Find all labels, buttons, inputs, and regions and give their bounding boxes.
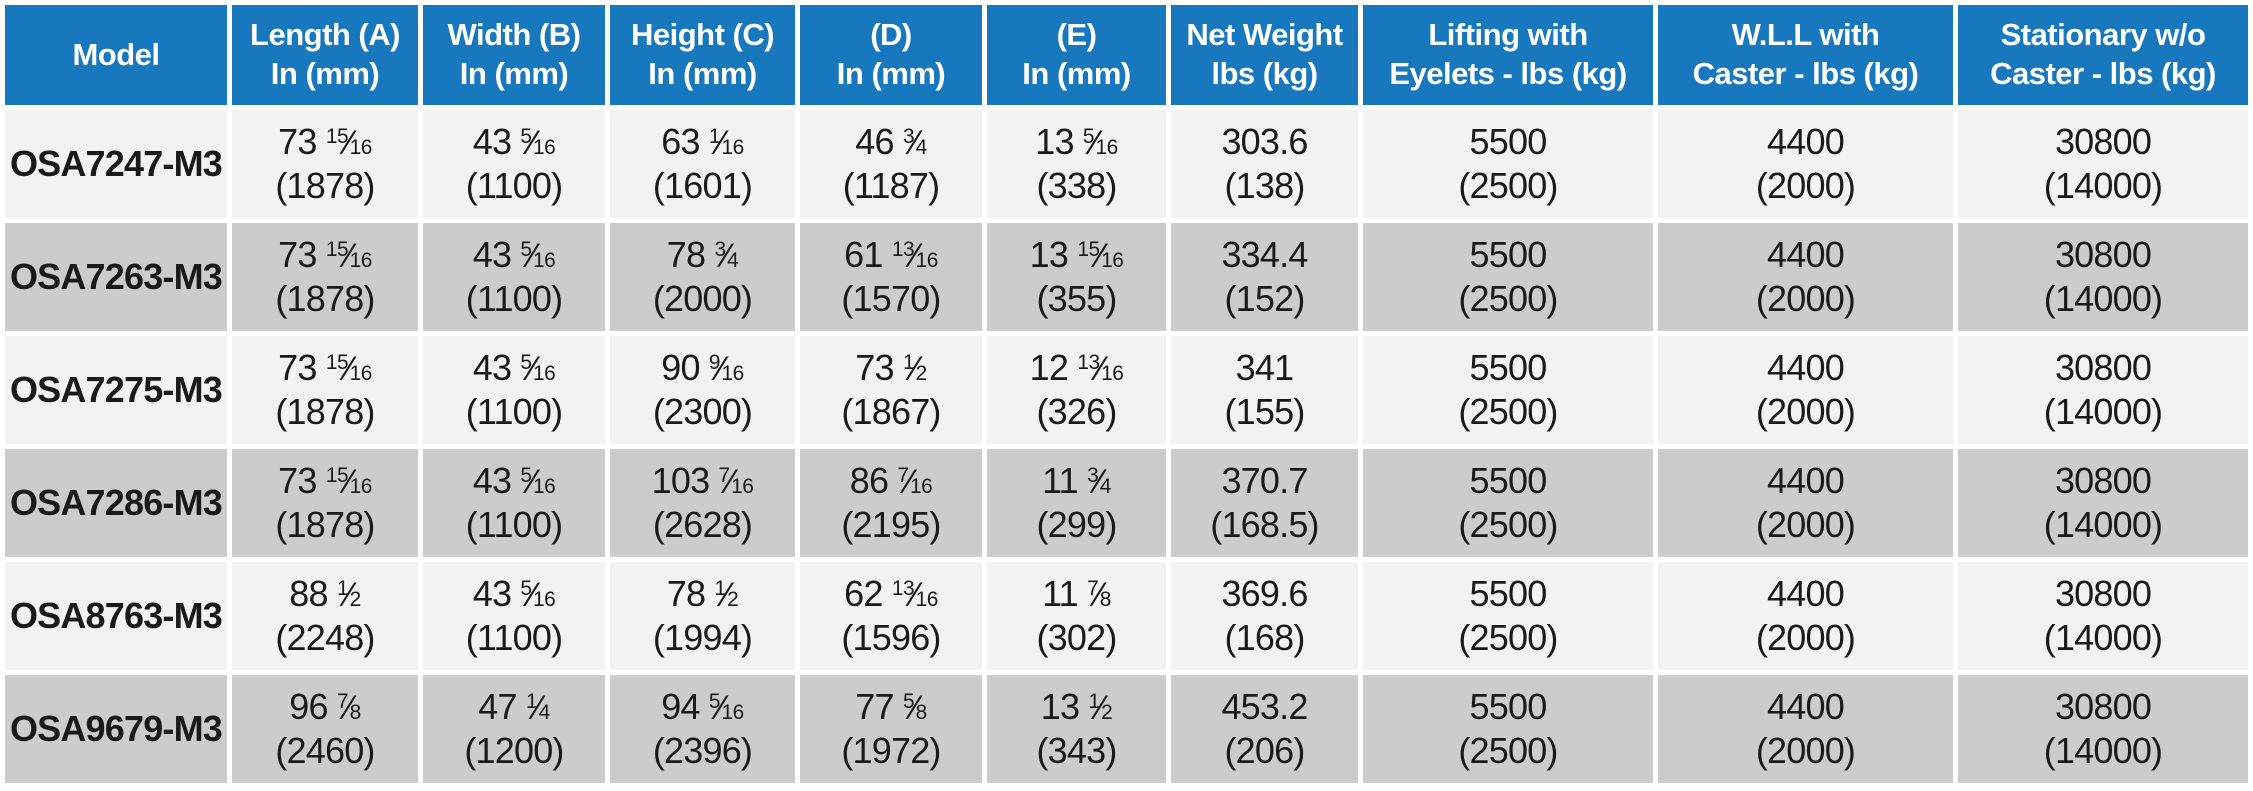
cell-height-c: 78 3⁄4 (2000) <box>610 223 795 331</box>
column-header-lifting-eyelets: Lifting with Eyelets - lbs (kg) <box>1363 5 1653 105</box>
cell-net-weight: 334.4 (152) <box>1171 223 1358 331</box>
column-header-d: (D) In (mm) <box>800 5 982 105</box>
cell-width-b: 43 5⁄16 (1100) <box>423 336 605 444</box>
cell-width-b: 47 1⁄4 (1200) <box>423 675 605 783</box>
model-cell: OSA8763-M3 <box>5 562 227 670</box>
cell-width-b: 43 5⁄16 (1100) <box>423 223 605 331</box>
cell-lifting-eyelets: 5500 (2500) <box>1363 562 1653 670</box>
model-cell: OSA7263-M3 <box>5 223 227 331</box>
column-header-wll-caster: W.L.L with Caster - lbs (kg) <box>1658 5 1953 105</box>
cell-stationary: 30800 (14000) <box>1958 110 2248 218</box>
cell-length-a: 88 1⁄2 (2248) <box>232 562 418 670</box>
cell-height-c: 63 1⁄16 (1601) <box>610 110 795 218</box>
cell-width-b: 43 5⁄16 (1100) <box>423 110 605 218</box>
cell-wll-caster: 4400 (2000) <box>1658 675 1953 783</box>
column-header-length-a: Length (A) In (mm) <box>232 5 418 105</box>
cell-net-weight: 341 (155) <box>1171 336 1358 444</box>
column-header-e: (E) In (mm) <box>987 5 1166 105</box>
cell-wll-caster: 4400 (2000) <box>1658 223 1953 331</box>
table-row-osa7263-m3: OSA7263-M3 73 15⁄16 (1878) 43 5⁄16 (1100) 78 … <box>5 223 2248 331</box>
cell-stationary: 30800 (14000) <box>1958 336 2248 444</box>
cell-length-a: 73 15⁄16 (1878) <box>232 110 418 218</box>
column-header-height-c: Height (C) In (mm) <box>610 5 795 105</box>
cell-net-weight: 303.6 (138) <box>1171 110 1358 218</box>
cell-height-c: 78 1⁄2 (1994) <box>610 562 795 670</box>
cell-lifting-eyelets: 5500 (2500) <box>1363 110 1653 218</box>
table-row-osa7275-m3: OSA7275-M3 73 15⁄16 (1878) 43 5⁄16 (1100) 90 … <box>5 336 2248 444</box>
cell-height-c: 94 5⁄16 (2396) <box>610 675 795 783</box>
cell-stationary: 30800 (14000) <box>1958 675 2248 783</box>
header-row: Model Length (A) In (mm) Width (B) In (mm) He… <box>5 5 2248 105</box>
cell-wll-caster: 4400 (2000) <box>1658 449 1953 557</box>
cell-length-a: 73 15⁄16 (1878) <box>232 223 418 331</box>
cell-lifting-eyelets: 5500 (2500) <box>1363 449 1653 557</box>
column-header-model: Model <box>5 5 227 105</box>
cell-stationary: 30800 (14000) <box>1958 449 2248 557</box>
column-header-net-weight: Net Weight lbs (kg) <box>1171 5 1358 105</box>
cell-lifting-eyelets: 5500 (2500) <box>1363 223 1653 331</box>
cell-wll-caster: 4400 (2000) <box>1658 110 1953 218</box>
cell-net-weight: 370.7 (168.5) <box>1171 449 1358 557</box>
table-row-osa9679-m3: OSA9679-M3 96 7⁄8 (2460) 47 1⁄4 (1200) 94 5⁄1… <box>5 675 2248 783</box>
cell-width-b: 43 5⁄16 (1100) <box>423 562 605 670</box>
spec-table-header: Model Length (A) In (mm) Width (B) In (mm) He… <box>5 5 2248 105</box>
model-cell: OSA7247-M3 <box>5 110 227 218</box>
cell-length-a: 73 15⁄16 (1878) <box>232 449 418 557</box>
column-header-stationary: Stationary w/o Caster - lbs (kg) <box>1958 5 2248 105</box>
cell-d: 86 7⁄16 (2195) <box>800 449 982 557</box>
cell-height-c: 103 7⁄16 (2628) <box>610 449 795 557</box>
cell-lifting-eyelets: 5500 (2500) <box>1363 675 1653 783</box>
cell-d: 73 1⁄2 (1867) <box>800 336 982 444</box>
cell-stationary: 30800 (14000) <box>1958 223 2248 331</box>
table-row-osa8763-m3: OSA8763-M3 88 1⁄2 (2248) 43 5⁄16 (1100) 78 1⁄… <box>5 562 2248 670</box>
cell-stationary: 30800 (14000) <box>1958 562 2248 670</box>
cell-net-weight: 453.2 (206) <box>1171 675 1358 783</box>
cell-lifting-eyelets: 5500 (2500) <box>1363 336 1653 444</box>
model-cell: OSA7275-M3 <box>5 336 227 444</box>
cell-d: 61 13⁄16 (1570) <box>800 223 982 331</box>
model-cell: OSA9679-M3 <box>5 675 227 783</box>
cell-d: 77 5⁄8 (1972) <box>800 675 982 783</box>
cell-d: 46 3⁄4 (1187) <box>800 110 982 218</box>
cell-width-b: 43 5⁄16 (1100) <box>423 449 605 557</box>
cell-e: 11 7⁄8 (302) <box>987 562 1166 670</box>
cell-length-a: 73 15⁄16 (1878) <box>232 336 418 444</box>
cell-e: 13 5⁄16 (338) <box>987 110 1166 218</box>
spec-table-body: OSA7247-M3 73 15⁄16 (1878) 43 5⁄16 (1100) 63 … <box>5 110 2248 783</box>
cell-length-a: 96 7⁄8 (2460) <box>232 675 418 783</box>
cell-e: 12 13⁄16 (326) <box>987 336 1166 444</box>
model-cell: OSA7286-M3 <box>5 449 227 557</box>
column-header-width-b: Width (B) In (mm) <box>423 5 605 105</box>
cell-e: 11 3⁄4 (299) <box>987 449 1166 557</box>
table-row-osa7286-m3: OSA7286-M3 73 15⁄16 (1878) 43 5⁄16 (1100) 103… <box>5 449 2248 557</box>
cell-e: 13 15⁄16 (355) <box>987 223 1166 331</box>
cell-wll-caster: 4400 (2000) <box>1658 336 1953 444</box>
cell-d: 62 13⁄16 (1596) <box>800 562 982 670</box>
cell-height-c: 90 9⁄16 (2300) <box>610 336 795 444</box>
cell-e: 13 1⁄2 (343) <box>987 675 1166 783</box>
cell-wll-caster: 4400 (2000) <box>1658 562 1953 670</box>
cell-net-weight: 369.6 (168) <box>1171 562 1358 670</box>
table-row-osa7247-m3: OSA7247-M3 73 15⁄16 (1878) 43 5⁄16 (1100) 63 … <box>5 110 2248 218</box>
